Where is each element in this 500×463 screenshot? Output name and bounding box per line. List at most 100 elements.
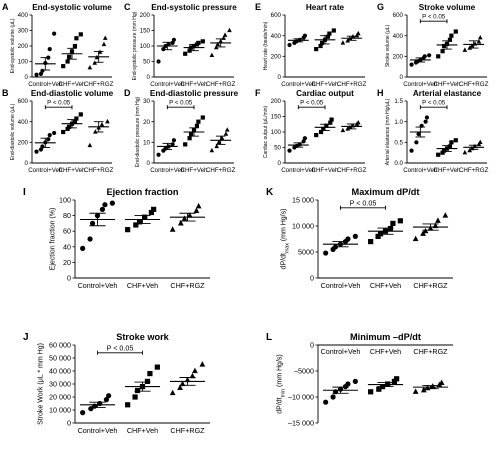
significance-text: P < 0.05 xyxy=(422,14,446,21)
panel-label: E xyxy=(255,2,261,12)
data-point xyxy=(209,147,215,153)
y-axis-label-subscript: max xyxy=(284,243,290,253)
data-point xyxy=(477,139,483,145)
y-tick-label: 50 xyxy=(274,145,281,152)
group-3 xyxy=(412,212,449,242)
data-point xyxy=(52,31,57,36)
data-point xyxy=(80,410,86,416)
y-tick-label: 200 xyxy=(140,12,151,19)
data-point xyxy=(179,380,186,387)
y-tick-label: 0.0 xyxy=(394,160,403,167)
data-point xyxy=(345,126,351,131)
data-point xyxy=(442,212,449,218)
data-point xyxy=(34,149,39,154)
data-point xyxy=(89,220,96,226)
category-label: Control+Veh xyxy=(150,167,185,174)
data-point xyxy=(394,376,400,382)
y-tick-label: 40 xyxy=(63,242,71,251)
data-point xyxy=(106,393,112,399)
group-3 xyxy=(340,119,363,133)
y-tick-label: –5000 xyxy=(294,367,314,376)
data-point xyxy=(331,28,336,33)
y-tick-label: 1.0 xyxy=(394,119,403,126)
data-point xyxy=(154,364,160,370)
data-point xyxy=(171,138,177,143)
panel-title: Cardiac output xyxy=(296,89,354,98)
data-point xyxy=(156,152,161,157)
data-point xyxy=(414,140,419,145)
category-label: CHF+Veh xyxy=(181,167,209,174)
data-point xyxy=(61,64,66,69)
data-point xyxy=(183,51,188,56)
data-point xyxy=(355,119,361,125)
panel-label: H xyxy=(377,88,384,98)
data-point xyxy=(423,119,428,124)
significance-text: P < 0.05 xyxy=(422,100,446,107)
y-tick-label: –10 000 xyxy=(288,393,314,402)
category-label: CHF+RGZ xyxy=(84,81,114,88)
data-point xyxy=(352,378,358,384)
data-point xyxy=(420,386,427,393)
data-point xyxy=(61,129,66,135)
category-label: CHF+RGZ xyxy=(413,347,448,356)
data-point xyxy=(477,35,483,40)
data-point xyxy=(449,33,454,38)
data-point xyxy=(287,148,292,153)
category-label: CHF+Veh xyxy=(59,167,87,174)
group-3 xyxy=(462,139,485,155)
group-2 xyxy=(367,218,404,245)
data-point xyxy=(323,399,329,405)
y-tick-label: 400 xyxy=(18,12,29,19)
y-axis-label-main: dP/dt xyxy=(276,397,283,413)
y-tick-label: 150 xyxy=(271,114,282,121)
category-label: CHF+Veh xyxy=(127,426,158,435)
significance-label: P < 0.05 xyxy=(350,198,377,207)
category-label: CHF+Veh xyxy=(181,81,209,88)
panel-title: End-diastolic pressure xyxy=(150,89,239,98)
data-point xyxy=(125,402,131,408)
data-point xyxy=(192,367,198,374)
group-2 xyxy=(124,206,161,233)
data-point xyxy=(412,388,419,394)
group-3 xyxy=(209,127,232,153)
y-tick-label: 300 xyxy=(18,28,29,35)
data-point xyxy=(101,41,107,47)
data-point xyxy=(377,231,384,237)
data-point xyxy=(72,43,78,49)
data-point xyxy=(469,43,475,48)
panel-title: Stroke volume xyxy=(419,3,476,12)
group-2 xyxy=(183,115,205,147)
data-point xyxy=(368,239,374,245)
data-point xyxy=(327,31,332,36)
y-tick-label: 400 xyxy=(393,33,404,40)
panel-title: Stroke work xyxy=(116,332,169,342)
data-point xyxy=(199,361,206,367)
data-point xyxy=(193,207,200,213)
data-point xyxy=(325,34,331,39)
data-point xyxy=(416,131,421,137)
y-tick-label: 400 xyxy=(18,119,29,126)
group-1 xyxy=(287,136,309,153)
data-point xyxy=(200,115,205,120)
data-point xyxy=(368,389,374,395)
data-point xyxy=(134,387,141,394)
data-point xyxy=(329,117,334,122)
data-point xyxy=(424,115,430,120)
data-point xyxy=(156,59,161,64)
panel-title: Maximum dP/dt xyxy=(352,187,420,197)
significance-label: P < 0.05 xyxy=(47,100,71,107)
y-tick-label: 200 xyxy=(18,140,29,147)
group-2 xyxy=(183,39,205,56)
category-label: Control+Veh xyxy=(28,167,63,174)
category-label: CHF+RGZ xyxy=(337,167,367,174)
y-tick-label: 0 xyxy=(67,274,71,283)
y-tick-label: 200 xyxy=(393,54,404,61)
data-point xyxy=(409,148,414,153)
data-point xyxy=(133,222,139,228)
group-1 xyxy=(287,33,309,48)
data-point xyxy=(330,394,336,400)
data-point xyxy=(216,139,222,145)
y-tick-label: 50 000 xyxy=(49,354,71,363)
category-label: Control+Veh xyxy=(78,426,118,435)
